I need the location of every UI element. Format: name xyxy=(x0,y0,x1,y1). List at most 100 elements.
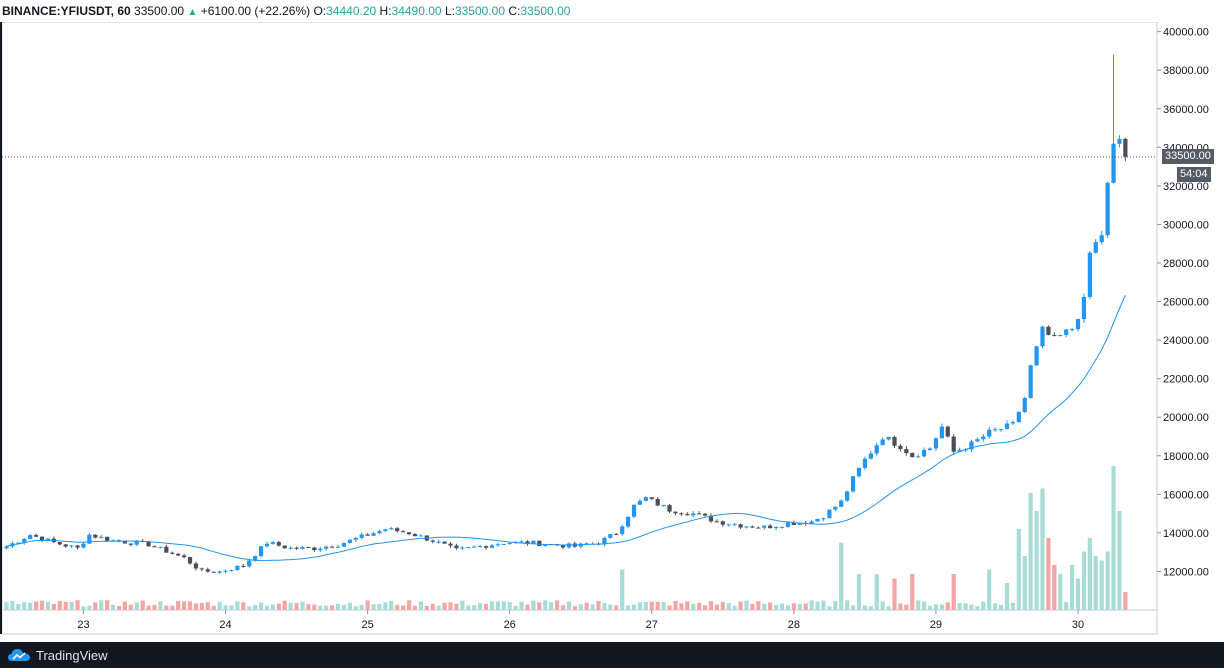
volume-bar xyxy=(264,605,270,610)
candle-body xyxy=(1040,326,1045,347)
candle-body xyxy=(679,513,684,515)
tradingview-logo[interactable]: TradingView xyxy=(8,642,108,668)
footer-bar: TradingView xyxy=(0,642,1224,668)
volume-bar xyxy=(460,600,465,610)
symbol-label[interactable]: BINANCE:YFIUSDT, 60 xyxy=(2,4,131,18)
candle-body xyxy=(152,546,157,548)
volume-bar xyxy=(614,605,619,610)
x-tick-label: 24 xyxy=(219,619,231,631)
volume-bar xyxy=(697,602,702,610)
up-arrow-icon: ▲ xyxy=(187,7,198,18)
volume-bar xyxy=(1087,538,1092,610)
candle-body xyxy=(1081,296,1087,320)
volume-bar xyxy=(815,601,820,610)
candle-body xyxy=(1087,252,1092,297)
candle-body xyxy=(418,535,423,537)
candle-body xyxy=(466,547,471,549)
low-value: 33500.00 xyxy=(454,4,506,18)
volume-bar xyxy=(732,605,737,610)
volume-bar xyxy=(116,606,122,610)
volume-bar xyxy=(1117,511,1122,610)
candle-body xyxy=(75,545,80,548)
candle-body xyxy=(691,513,696,516)
volume-bar xyxy=(720,601,725,610)
y-tick-label: 20000.00 xyxy=(1163,412,1209,424)
candle-body xyxy=(371,533,376,536)
candle-body xyxy=(318,548,323,551)
candle-body xyxy=(785,522,791,527)
volume-bar xyxy=(856,574,862,610)
candle-body xyxy=(377,530,382,534)
volume-bar xyxy=(744,600,749,610)
candle-body xyxy=(543,544,548,546)
candle-body xyxy=(507,543,512,545)
candle-body xyxy=(1099,235,1104,243)
volume-bar xyxy=(395,605,400,610)
volume-bar xyxy=(122,601,127,610)
candle-body xyxy=(442,541,447,544)
candle-body xyxy=(750,526,755,528)
volume-bar xyxy=(1058,574,1063,610)
volume-bar xyxy=(483,603,489,610)
volume-bar xyxy=(430,603,435,610)
volume-bar xyxy=(874,574,879,610)
close-label: C: xyxy=(508,4,521,18)
volume-bar xyxy=(584,602,589,610)
volume-bar xyxy=(1111,466,1116,610)
candle-body xyxy=(957,449,962,452)
high-label: H: xyxy=(379,4,392,18)
chart-header: BINANCE:YFIUSDT, 60 33500.00 ▲ +6100.00 … xyxy=(0,0,1162,22)
candle-body xyxy=(229,570,234,572)
candle-body xyxy=(128,543,133,545)
candle-body xyxy=(862,458,867,468)
candle-body xyxy=(661,504,666,506)
volume-bar xyxy=(969,604,974,610)
volume-bar xyxy=(306,604,311,610)
candle-body xyxy=(122,541,127,544)
candle-body xyxy=(276,542,281,546)
volume-bar xyxy=(312,604,317,610)
candle-body xyxy=(330,546,335,548)
volume-bar xyxy=(258,602,264,610)
candle-body xyxy=(187,557,193,564)
candle-body xyxy=(519,541,524,543)
volume-bar xyxy=(566,601,571,610)
candle-body xyxy=(501,543,506,545)
volume-bar xyxy=(762,603,767,610)
volume-bar xyxy=(791,603,796,610)
volume-bar xyxy=(963,603,968,610)
candle-body xyxy=(608,534,613,538)
candle-body xyxy=(448,543,453,546)
x-tick-label: 26 xyxy=(504,619,516,631)
candle-body xyxy=(406,532,412,535)
volume-bar xyxy=(81,606,86,610)
volume-bar xyxy=(673,601,678,610)
candle-body xyxy=(412,534,418,537)
volume-bar xyxy=(318,605,323,610)
candle-body xyxy=(685,514,690,516)
candle-body xyxy=(927,448,933,450)
candle-body xyxy=(1010,422,1015,424)
open-value: 34440.20 xyxy=(326,4,377,18)
volume-bar xyxy=(821,600,826,610)
volume-bar xyxy=(1022,556,1027,610)
candle-body xyxy=(655,498,660,506)
time-axis xyxy=(1,609,1158,635)
volume-bar xyxy=(1052,565,1057,610)
volume-bar xyxy=(833,601,838,610)
volume-bar xyxy=(596,600,601,610)
candle-body xyxy=(81,543,86,548)
volume-bar xyxy=(365,600,370,610)
volume-bar xyxy=(472,605,477,610)
volume-bar xyxy=(685,601,690,610)
volume-bar xyxy=(797,603,802,610)
volume-bar xyxy=(335,603,341,610)
y-tick-label: 24000.00 xyxy=(1163,335,1209,347)
volume-bar xyxy=(324,605,329,610)
volume-bar xyxy=(501,601,506,610)
volume-bar xyxy=(63,601,68,610)
volume-bar xyxy=(1070,565,1075,610)
volume-bar xyxy=(620,569,625,610)
candle-body xyxy=(4,546,9,549)
brand-name: TradingView xyxy=(36,647,108,663)
